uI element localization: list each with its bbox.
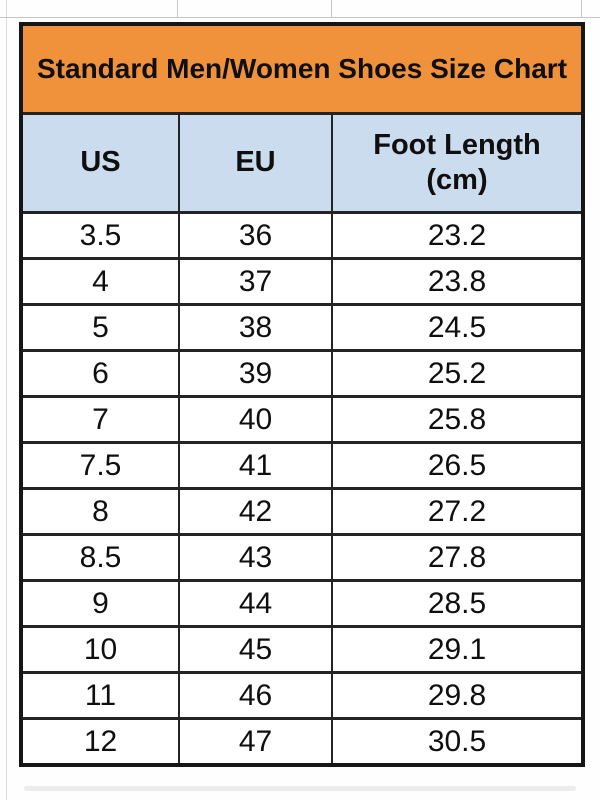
chart-title: Standard Men/Women Shoes Size Chart [19,22,585,115]
table-row: 4 37 23.8 [20,257,585,306]
title-row: Standard Men/Women Shoes Size Chart [19,22,585,115]
spreadsheet-gridline-column-stub [177,0,178,17]
eu-size-cell: 44 [178,579,333,628]
us-size-cell: 5 [20,303,180,352]
eu-size-cell: 36 [178,211,333,260]
us-size-cell: 8.5 [20,533,180,582]
bottom-artifact-shadow [24,786,576,791]
us-size-cell: 7.5 [20,441,180,490]
us-size-cell: 12 [20,717,180,767]
foot-length-cell: 27.8 [330,533,585,582]
table-row: 12 47 30.5 [20,717,585,767]
eu-size-cell: 45 [178,625,333,674]
spreadsheet-gridline-column-stub [331,0,332,17]
spreadsheet-gridline-vertical-left [6,0,7,800]
us-size-cell: 7 [20,395,180,444]
eu-size-cell: 43 [178,533,333,582]
eu-size-cell: 42 [178,487,333,536]
foot-length-cell: 29.1 [330,625,585,674]
foot-length-cell: 23.2 [330,211,585,260]
eu-size-cell: 37 [178,257,333,306]
foot-length-cell: 25.8 [330,395,585,444]
us-size-cell: 8 [20,487,180,536]
column-header-foot-length-line1: Foot Length [373,128,541,161]
column-header-eu: EU [178,112,333,214]
foot-length-cell: 28.5 [330,579,585,628]
column-header-us: US [20,112,180,214]
column-header-row: US EU Foot Length (cm) [20,112,585,214]
spreadsheet-gridline-horizontal-top [0,17,600,18]
us-size-cell: 10 [20,625,180,674]
table-row: 8 42 27.2 [20,487,585,536]
eu-size-cell: 46 [178,671,333,720]
foot-length-cell: 30.5 [330,717,585,767]
table-row: 6 39 25.2 [20,349,585,398]
foot-length-cell: 25.2 [330,349,585,398]
column-header-foot-length-line2: (cm) [426,164,488,196]
column-header-foot-length: Foot Length (cm) [330,112,585,214]
table-row: 5 38 24.5 [20,303,585,352]
us-size-cell: 6 [20,349,180,398]
eu-size-cell: 38 [178,303,333,352]
us-size-cell: 9 [20,579,180,628]
eu-size-cell: 47 [178,717,333,767]
foot-length-cell: 24.5 [330,303,585,352]
table-row: 11 46 29.8 [20,671,585,720]
table-row: 3.5 36 23.2 [20,211,585,260]
us-size-cell: 11 [20,671,180,720]
table-row: 10 45 29.1 [20,625,585,674]
foot-length-cell: 29.8 [330,671,585,720]
eu-size-cell: 41 [178,441,333,490]
spreadsheet-gridline-column-stub [581,0,582,17]
us-size-cell: 3.5 [20,211,180,260]
foot-length-cell: 26.5 [330,441,585,490]
foot-length-cell: 27.2 [330,487,585,536]
shoe-size-chart-table: Standard Men/Women Shoes Size Chart US E… [19,22,586,767]
foot-length-cell: 23.8 [330,257,585,306]
table-row: 9 44 28.5 [20,579,585,628]
eu-size-cell: 39 [178,349,333,398]
table-row: 8.5 43 27.8 [20,533,585,582]
us-size-cell: 4 [20,257,180,306]
table-row: 7 40 25.8 [20,395,585,444]
table-row: 7.5 41 26.5 [20,441,585,490]
eu-size-cell: 40 [178,395,333,444]
